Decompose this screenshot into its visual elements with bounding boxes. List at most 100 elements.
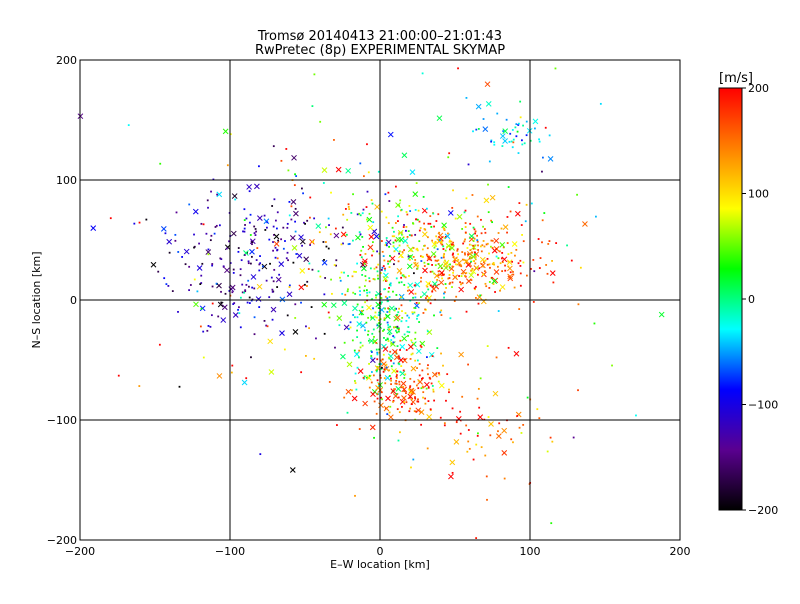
data-point: [489, 266, 491, 269]
data-point: [280, 238, 283, 241]
data-point: [395, 375, 398, 378]
data-point: [452, 241, 455, 244]
data-point: [388, 307, 391, 310]
data-point: [269, 262, 271, 265]
data-point-cross: [160, 226, 167, 232]
data-point: [484, 259, 487, 262]
data-point: [509, 132, 512, 135]
data-point: [387, 324, 390, 326]
data-point: [378, 363, 381, 366]
data-point: [245, 377, 248, 380]
data-point-cross: [341, 300, 348, 306]
data-point: [259, 453, 262, 456]
data-point: [386, 338, 389, 341]
data-point: [431, 264, 433, 266]
data-point: [515, 135, 518, 138]
data-point: [496, 265, 499, 268]
data-point: [472, 240, 475, 242]
data-point-cross: [392, 348, 398, 355]
data-point: [418, 229, 421, 232]
data-point: [380, 367, 383, 370]
data-point-cross: [442, 261, 449, 268]
data-point: [417, 400, 420, 403]
data-point: [255, 259, 258, 261]
data-point: [518, 202, 521, 204]
data-point-cross: [336, 315, 343, 322]
data-point: [323, 258, 325, 261]
data-point: [385, 366, 388, 369]
data-point: [394, 326, 397, 329]
data-point: [398, 250, 401, 253]
data-point: [417, 387, 420, 390]
data-point: [436, 260, 439, 262]
data-point: [229, 133, 232, 136]
data-point-cross: [361, 265, 367, 272]
data-point: [449, 263, 451, 266]
data-point: [448, 274, 451, 276]
data-point: [253, 333, 256, 336]
data-point-cross: [473, 265, 480, 271]
data-point: [440, 309, 443, 312]
data-point: [464, 274, 466, 277]
data-point-cross: [492, 390, 499, 397]
data-point-cross: [499, 133, 506, 139]
data-point: [403, 401, 406, 403]
data-point: [311, 105, 314, 108]
data-point: [207, 206, 209, 209]
data-point: [243, 219, 246, 221]
data-point: [427, 257, 430, 260]
data-point-cross: [290, 199, 297, 205]
data-point: [506, 216, 509, 218]
data-point: [522, 261, 525, 264]
data-point: [466, 450, 469, 453]
data-point: [398, 411, 401, 414]
data-point-cross: [438, 270, 445, 276]
data-point: [407, 230, 410, 233]
data-point: [497, 310, 500, 312]
data-point: [448, 239, 451, 242]
data-point: [276, 286, 279, 288]
data-point: [364, 275, 367, 278]
data-point-cross: [395, 236, 402, 243]
data-point: [416, 317, 418, 320]
data-point: [381, 240, 383, 242]
data-point: [461, 258, 464, 261]
data-point: [541, 241, 543, 244]
data-point: [391, 235, 394, 238]
data-point: [207, 325, 210, 327]
data-point: [228, 240, 230, 243]
data-point: [433, 256, 436, 258]
data-point: [295, 253, 298, 255]
data-point-cross: [493, 237, 500, 244]
data-point-cross: [511, 241, 518, 247]
data-point: [522, 124, 524, 127]
data-point: [518, 426, 521, 429]
data-point: [286, 222, 289, 225]
data-point: [477, 249, 480, 251]
data-point: [450, 240, 453, 243]
data-point: [464, 209, 467, 212]
data-point-cross: [425, 280, 432, 287]
data-point-cross: [315, 223, 322, 230]
data-point: [325, 245, 328, 248]
data-point: [243, 254, 246, 256]
data-point: [551, 260, 553, 262]
data-point: [437, 274, 440, 277]
data-point: [450, 243, 453, 246]
data-point-cross: [299, 268, 306, 274]
data-point: [342, 242, 344, 245]
data-point: [415, 182, 418, 184]
data-point: [372, 374, 375, 377]
data-point: [239, 296, 242, 299]
data-point: [479, 245, 482, 248]
data-point-cross: [381, 343, 387, 350]
data-point-cross: [436, 115, 443, 122]
data-point: [405, 349, 408, 351]
data-point-cross: [166, 238, 173, 245]
data-point: [395, 277, 398, 280]
data-point: [427, 263, 430, 266]
data-point: [460, 283, 462, 286]
y-tick-label: −100: [47, 414, 77, 427]
data-point: [384, 193, 387, 196]
data-point: [519, 100, 522, 103]
